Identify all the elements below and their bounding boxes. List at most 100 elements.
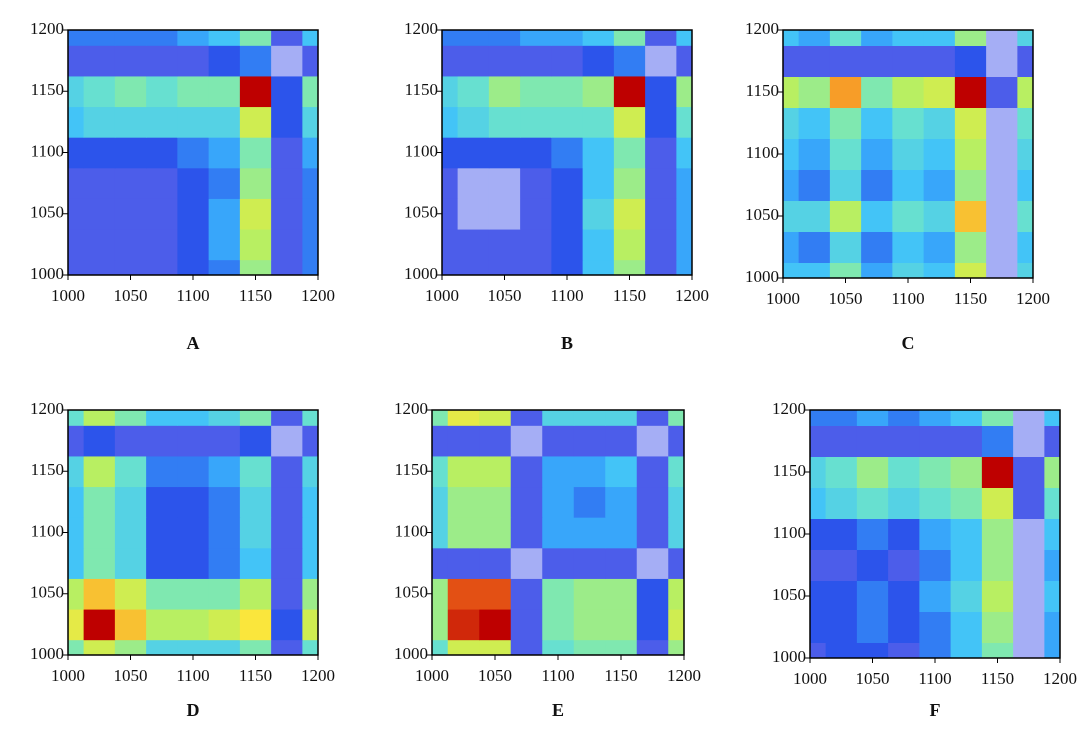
heat-cell — [447, 609, 480, 641]
heat-cell — [810, 410, 827, 426]
heat-cell — [239, 30, 272, 46]
heat-cell — [83, 198, 116, 230]
heat-cell — [888, 518, 920, 550]
heat-cell — [605, 578, 638, 610]
heat-cell — [208, 45, 241, 77]
heat-cell — [1044, 549, 1061, 581]
heat-cell — [68, 455, 85, 488]
heat-cell — [582, 30, 615, 46]
heat-cell — [829, 76, 862, 108]
heat-cell — [981, 580, 1014, 612]
heat-cell — [573, 410, 606, 426]
heat-cell — [582, 106, 615, 138]
heat-cell — [861, 107, 893, 139]
heat-cell — [83, 639, 116, 656]
heat-cell — [892, 107, 925, 139]
heat-cell — [861, 30, 893, 46]
x-tick-label: 1150 — [954, 289, 987, 308]
heat-cell — [271, 30, 303, 46]
panel: 1000 1050 1100 1150 1200 1000 1050 1100 1150 1200… — [30, 19, 335, 353]
heat-cell — [488, 137, 521, 169]
x-tick-label: 1200 — [301, 666, 335, 685]
heat-cell — [68, 75, 85, 108]
heat-cell — [892, 45, 925, 77]
heat-cell — [861, 231, 893, 263]
heat-cell — [923, 30, 956, 46]
heat-cell — [271, 410, 303, 426]
heat-cell — [810, 487, 827, 519]
x-tick-label: 1150 — [613, 286, 646, 305]
heat-cell — [177, 455, 210, 488]
heat-cell — [676, 106, 693, 138]
heat-cell — [271, 639, 303, 656]
x-tick-label: 1150 — [239, 666, 272, 685]
y-tick-label: 1150 — [773, 461, 806, 480]
heat-cell — [83, 75, 116, 108]
heat-cell — [208, 106, 241, 138]
heat-cell — [981, 487, 1014, 519]
heat-cell — [798, 76, 831, 108]
x-tick-label: 1000 — [425, 286, 459, 305]
heat-cell — [605, 609, 638, 641]
heat-cell — [605, 517, 638, 549]
heat-cell — [645, 106, 677, 138]
x-tick-label: 1100 — [176, 666, 209, 685]
heat-cell — [1013, 611, 1045, 643]
heat-cell — [950, 580, 983, 612]
heat-cell — [442, 75, 459, 108]
heat-cell — [783, 200, 800, 232]
heat-cell — [520, 198, 552, 230]
heat-cell — [208, 609, 241, 641]
y-tick-label: 1100 — [746, 143, 779, 162]
heat-cell — [676, 137, 693, 169]
heat-cell — [302, 198, 319, 230]
heat-cell — [668, 609, 685, 641]
heat-cell — [271, 229, 303, 261]
heat-cell — [520, 75, 552, 108]
heat-cell — [146, 609, 178, 641]
heat-cell — [888, 549, 920, 581]
heat-cell — [1013, 642, 1045, 659]
heat-cell — [457, 229, 490, 261]
x-tick-label: 1200 — [667, 666, 701, 685]
heat-cell — [146, 106, 178, 138]
heat-cell — [551, 198, 584, 230]
panel: 1000 1050 1100 1150 1200 1000 1050 1100 1150 1200… — [30, 399, 335, 720]
heat-cell — [442, 198, 459, 230]
heat-cell — [239, 229, 272, 261]
y-tick-label: 1200 — [745, 19, 779, 38]
heat-cell — [825, 580, 858, 612]
x-tick-label: 1150 — [604, 666, 637, 685]
heat-cell — [892, 262, 925, 279]
heat-cell — [783, 76, 800, 108]
heat-cell — [457, 106, 490, 138]
heat-cell — [510, 425, 543, 457]
heat-cell — [542, 425, 575, 457]
heat-cell — [432, 547, 449, 579]
y-tick-label: 1050 — [404, 203, 438, 222]
heat-cell — [146, 259, 178, 276]
heat-cell — [432, 455, 449, 488]
heat-cell — [442, 167, 459, 199]
heat-cell — [271, 75, 303, 108]
heat-cell — [825, 425, 858, 457]
heat-cell — [302, 425, 319, 457]
heat-cell — [892, 138, 925, 170]
heat-cell — [432, 486, 449, 518]
heat-cell — [810, 456, 827, 488]
panel-label: A — [187, 333, 200, 353]
heat-cell — [68, 198, 85, 230]
heat-cell — [856, 611, 889, 643]
heat-cell — [829, 45, 862, 77]
heat-cell — [919, 425, 952, 457]
heat-cell — [954, 262, 987, 279]
heat-cell — [114, 167, 147, 199]
heat-cell — [923, 107, 956, 139]
heat-cell — [302, 609, 319, 641]
y-tick-label: 1100 — [773, 523, 806, 542]
heat-cell — [923, 45, 956, 77]
heat-cell — [510, 547, 543, 579]
heat-cell — [888, 642, 920, 659]
heat-cell — [177, 198, 210, 230]
heat-cell — [302, 167, 319, 199]
